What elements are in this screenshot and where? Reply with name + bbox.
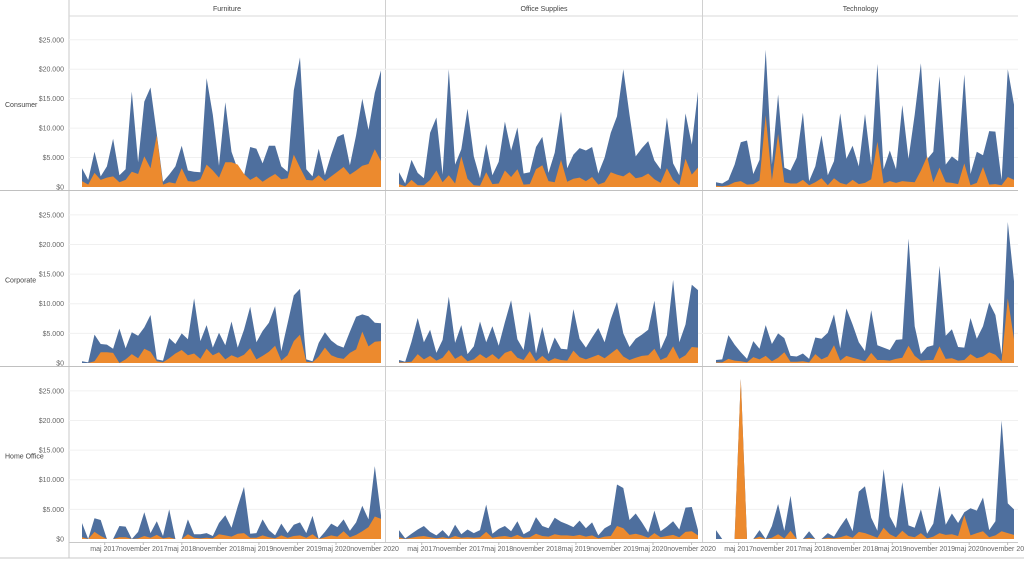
panel-consumer-furniture bbox=[82, 57, 381, 188]
row-header-consumer: Consumer bbox=[5, 102, 38, 109]
area-part bbox=[399, 526, 698, 539]
y-tick-label: $10.000 bbox=[39, 301, 64, 308]
y-tick-label: $25.000 bbox=[39, 388, 64, 395]
panel-home-office-furniture bbox=[82, 466, 381, 539]
y-tick-label: $10.000 bbox=[39, 126, 64, 133]
x-tick-label: november 2019 bbox=[273, 546, 322, 553]
x-tick-label: november 2017 bbox=[753, 546, 802, 553]
panel-layer bbox=[82, 49, 1014, 539]
x-tick-label: november 2020 bbox=[983, 546, 1024, 553]
x-tick-label: maj 2019 bbox=[245, 546, 274, 553]
area-part bbox=[82, 331, 381, 363]
x-tick-label: november 2020 bbox=[667, 546, 716, 553]
x-tick-label: maj 2018 bbox=[167, 546, 196, 553]
area-total bbox=[82, 466, 381, 539]
area-total bbox=[82, 288, 381, 363]
y-tick-label: $20.000 bbox=[39, 242, 64, 249]
x-tick-label: maj 2019 bbox=[878, 546, 907, 553]
area-total bbox=[399, 69, 698, 187]
y-tick-label: $20.000 bbox=[39, 67, 64, 74]
panel-corporate-technology bbox=[716, 222, 1014, 363]
row-header-home-office: Home Office bbox=[5, 454, 44, 461]
axis-layer: $25.000 $20.000 $15.000 $10.000 $5.000 $0 $25.… bbox=[39, 37, 1024, 553]
y-tick-label: $5.000 bbox=[43, 155, 65, 162]
column-header-office-supplies: Office Supplies bbox=[521, 6, 568, 13]
y-tick-label: $15.000 bbox=[39, 96, 64, 103]
x-tick-label: maj 2017 bbox=[90, 546, 119, 553]
x-tick-label: maj 2018 bbox=[484, 546, 513, 553]
area-part bbox=[716, 298, 1014, 363]
x-tick-label: maj 2017 bbox=[724, 546, 753, 553]
area-part bbox=[716, 379, 1014, 539]
panel-home-office-office-supplies bbox=[399, 484, 698, 539]
y-tick-label: $0 bbox=[56, 185, 64, 192]
panel-home-office-technology bbox=[716, 379, 1014, 539]
area-total bbox=[716, 49, 1014, 187]
x-tick-label: november 2017 bbox=[119, 546, 168, 553]
x-tick-label: maj 2020 bbox=[322, 546, 351, 553]
panel-corporate-office-supplies bbox=[399, 280, 698, 363]
y-tick-label: $20.000 bbox=[39, 418, 64, 425]
x-tick-label: november 2018 bbox=[196, 546, 245, 553]
panel-corporate-furniture bbox=[82, 288, 381, 363]
x-tick-label: november 2017 bbox=[436, 546, 485, 553]
area-total bbox=[716, 222, 1014, 363]
x-tick-label: november 2018 bbox=[830, 546, 879, 553]
y-tick-label: $0 bbox=[56, 537, 64, 544]
y-tick-label: $10.000 bbox=[39, 477, 64, 484]
y-tick-label: $15.000 bbox=[39, 448, 64, 455]
x-tick-label: november 2019 bbox=[590, 546, 639, 553]
area-total bbox=[399, 484, 698, 539]
x-tick-label: maj 2019 bbox=[562, 546, 591, 553]
column-header-technology: Technology bbox=[843, 6, 879, 13]
area-part bbox=[399, 346, 698, 363]
area-part bbox=[82, 135, 381, 187]
x-tick-label: november 2018 bbox=[513, 546, 562, 553]
y-tick-label: $0 bbox=[56, 361, 64, 368]
x-tick-label: maj 2017 bbox=[407, 546, 436, 553]
area-part bbox=[399, 156, 698, 187]
y-tick-label: $5.000 bbox=[43, 507, 65, 514]
y-tick-label: $15.000 bbox=[39, 272, 64, 279]
x-tick-label: november 2020 bbox=[350, 546, 399, 553]
area-part bbox=[716, 115, 1014, 187]
column-header-furniture: Furniture bbox=[213, 6, 241, 13]
row-header-corporate: Corporate bbox=[5, 278, 36, 285]
y-tick-label: $25.000 bbox=[39, 37, 64, 44]
area-total bbox=[716, 379, 1014, 539]
panel-consumer-office-supplies bbox=[399, 69, 698, 187]
panel-consumer-technology bbox=[716, 49, 1014, 187]
x-tick-label: maj 2020 bbox=[955, 546, 984, 553]
x-tick-label: maj 2020 bbox=[639, 546, 668, 553]
x-tick-label: november 2019 bbox=[906, 546, 955, 553]
header-layer: Furniture Office Supplies Technology Consum… bbox=[5, 6, 879, 461]
x-tick-label: maj 2018 bbox=[801, 546, 830, 553]
y-tick-label: $5.000 bbox=[43, 331, 65, 338]
y-tick-label: $25.000 bbox=[39, 212, 64, 219]
area-total bbox=[399, 280, 698, 363]
